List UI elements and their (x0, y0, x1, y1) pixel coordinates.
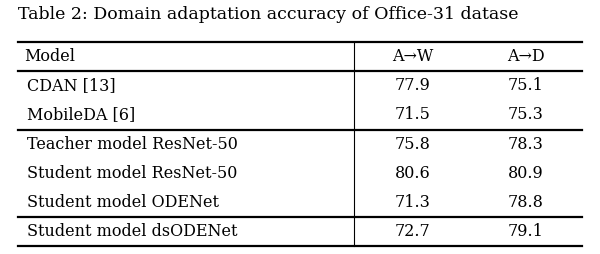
Text: Teacher model ResNet-50: Teacher model ResNet-50 (27, 136, 238, 153)
Text: 75.8: 75.8 (395, 136, 431, 153)
Text: 80.6: 80.6 (395, 165, 431, 182)
Text: Student model ODENet: Student model ODENet (27, 194, 219, 211)
Text: 80.9: 80.9 (508, 165, 544, 182)
Text: 72.7: 72.7 (395, 223, 431, 240)
Text: 75.1: 75.1 (508, 77, 544, 94)
Text: 78.3: 78.3 (508, 136, 544, 153)
Text: A→W: A→W (392, 48, 433, 65)
Text: 71.3: 71.3 (395, 194, 431, 211)
Text: Model: Model (24, 48, 75, 65)
Text: 75.3: 75.3 (508, 106, 544, 123)
Text: Table 2: Domain adaptation accuracy of Office-31 datase: Table 2: Domain adaptation accuracy of O… (18, 6, 518, 23)
Text: 78.8: 78.8 (508, 194, 544, 211)
Text: A→D: A→D (507, 48, 544, 65)
Text: 77.9: 77.9 (395, 77, 431, 94)
Text: Student model dsODENet: Student model dsODENet (27, 223, 238, 240)
Text: 79.1: 79.1 (508, 223, 544, 240)
Text: 71.5: 71.5 (395, 106, 431, 123)
Text: Student model ResNet-50: Student model ResNet-50 (27, 165, 238, 182)
Text: CDAN [13]: CDAN [13] (27, 77, 116, 94)
Text: MobileDA [6]: MobileDA [6] (27, 106, 135, 123)
